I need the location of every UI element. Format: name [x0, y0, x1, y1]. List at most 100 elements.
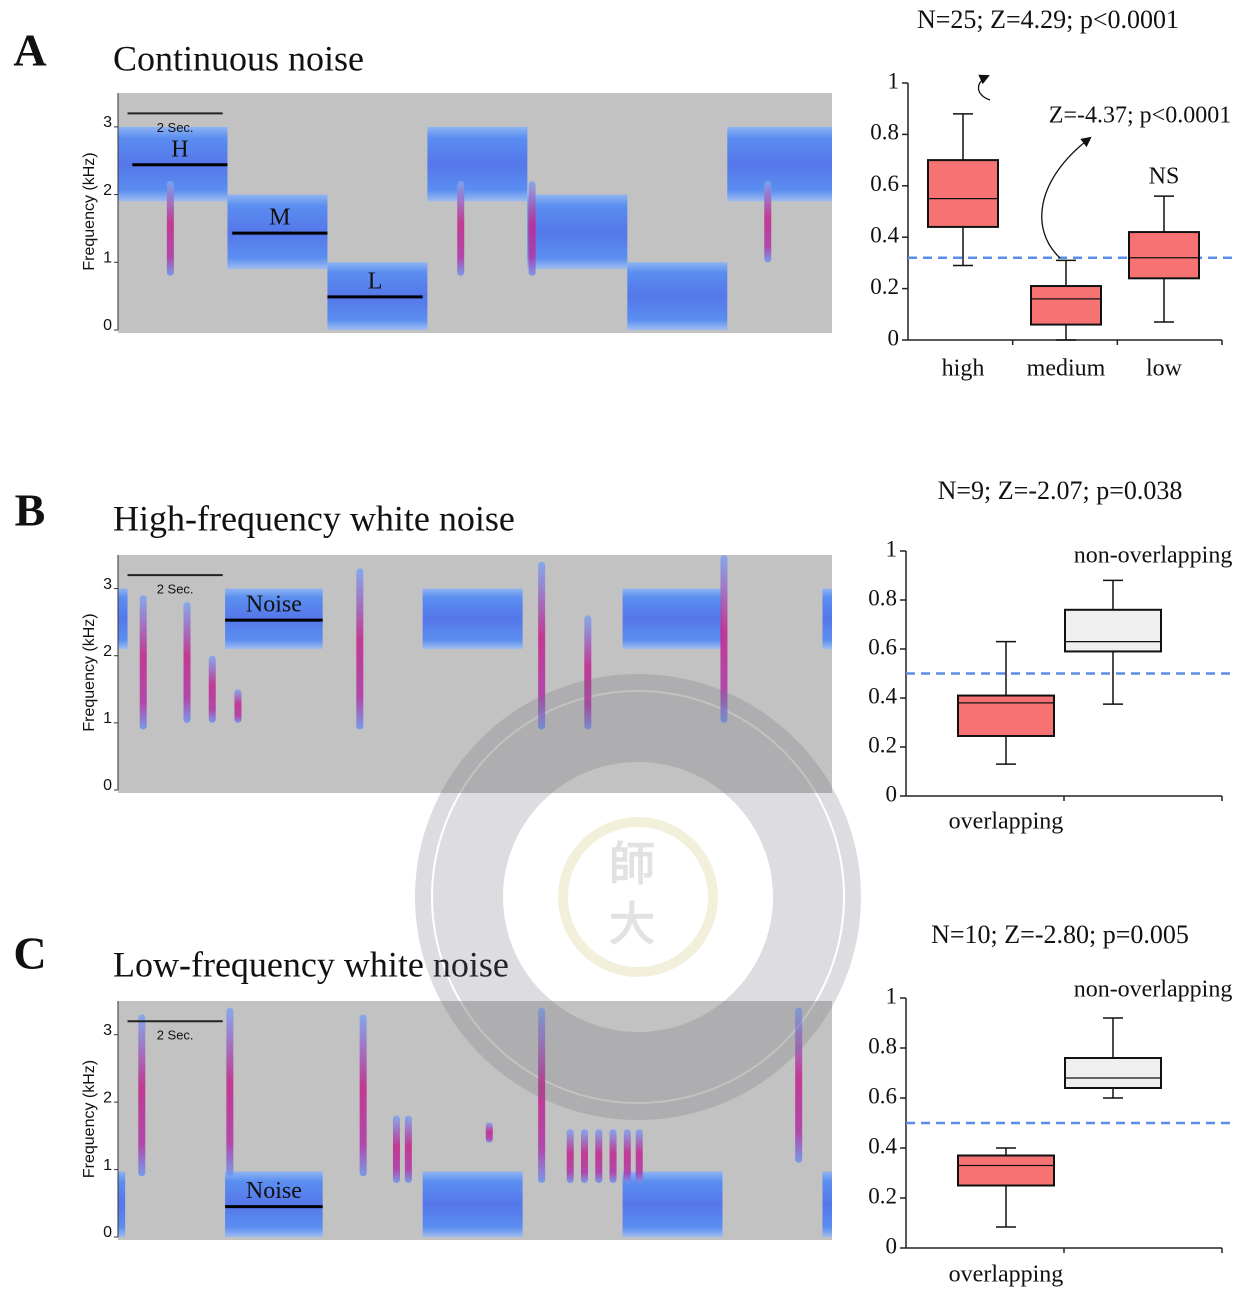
- y-tick-label: 2: [103, 182, 112, 199]
- call: [208, 655, 216, 723]
- call: [580, 1129, 588, 1184]
- call: [226, 1007, 234, 1177]
- noise-marker-label: Noise: [246, 592, 302, 618]
- call: [609, 1129, 617, 1184]
- noise-band: [422, 588, 523, 649]
- scale-bar-label: 2 Sec.: [157, 582, 194, 597]
- panel-title: Low-frequency white noise: [113, 944, 509, 984]
- y-tick-label: 0.4: [868, 1133, 897, 1158]
- box: [1064, 1057, 1162, 1089]
- y-tick-label: 2: [103, 1089, 112, 1106]
- panel-title: Continuous noise: [113, 38, 364, 78]
- call: [356, 568, 364, 730]
- call: [538, 561, 546, 730]
- noise-band: [225, 1171, 323, 1237]
- call: [538, 1007, 546, 1184]
- annotation: NS: [1149, 164, 1180, 190]
- call: [138, 1014, 146, 1177]
- watermark-ring: [558, 817, 718, 977]
- y-tick-label: 0: [886, 1233, 898, 1258]
- y-tick-label: 3: [103, 576, 112, 593]
- noise-band: [622, 588, 723, 649]
- call: [457, 181, 465, 276]
- y-tick-label: 2: [103, 643, 112, 660]
- noise-band: [118, 1171, 126, 1237]
- watermark-text: 大: [609, 898, 655, 950]
- panel-title: High-frequency white noise: [113, 498, 515, 538]
- y-tick-label: 1: [103, 250, 112, 267]
- box: [957, 1154, 1055, 1187]
- box: [1128, 231, 1200, 280]
- y-tick-label: 1: [886, 983, 898, 1008]
- box: [927, 159, 999, 228]
- box-title: N=9; Z=-2.07; p=0.038: [938, 476, 1183, 505]
- y-tick-label: 1: [103, 1157, 112, 1174]
- call: [528, 181, 536, 276]
- y-axis-label: Frequency (kHz): [81, 613, 98, 731]
- noise-band: [118, 588, 128, 649]
- y-tick-label: 0.8: [868, 585, 897, 610]
- call: [166, 181, 174, 276]
- category-label: high: [942, 356, 985, 382]
- box-title: N=10; Z=-2.80; p=0.005: [931, 920, 1189, 949]
- annotation-arrow: [1041, 136, 1092, 259]
- call: [623, 1129, 631, 1184]
- watermark: 師 大: [415, 674, 861, 1120]
- y-tick-label: 0: [886, 781, 898, 806]
- y-tick-label: 0.6: [868, 634, 897, 659]
- y-tick-label: 0.8: [870, 120, 899, 145]
- noise-band: [727, 126, 832, 202]
- call: [183, 602, 191, 723]
- box: [1064, 608, 1162, 653]
- annotation-arrow: [977, 74, 991, 101]
- y-tick-label: 0: [103, 1224, 112, 1241]
- y-tick-label: 1: [886, 536, 898, 561]
- noise-band: [427, 126, 528, 202]
- y-tick-label: 0.4: [868, 683, 897, 708]
- y-tick-label: 0.2: [868, 732, 897, 757]
- y-axis-label: Frequency (kHz): [81, 1060, 98, 1178]
- noise-band: [822, 1171, 832, 1237]
- watermark-ring: [415, 674, 861, 1120]
- category-label: overlapping: [949, 809, 1064, 835]
- y-tick-label: 0: [103, 317, 112, 334]
- watermark-text: 師: [609, 838, 655, 890]
- y-tick-label: 0.6: [868, 1083, 897, 1108]
- y-tick-label: 3: [103, 114, 112, 131]
- y-tick-label: 0.6: [870, 171, 899, 196]
- call: [595, 1129, 603, 1184]
- scale-bar-label: 2 Sec.: [157, 1028, 194, 1043]
- scale-bar-label: 2 Sec.: [157, 120, 194, 135]
- call: [764, 181, 772, 263]
- call: [584, 615, 592, 730]
- call: [404, 1115, 412, 1184]
- y-tick-label: 0: [103, 777, 112, 794]
- category-label: non-overlapping: [1074, 543, 1233, 569]
- noise-band: [422, 1171, 523, 1237]
- noise-marker-label: Noise: [246, 1178, 302, 1204]
- panel-letter: B: [15, 485, 46, 536]
- category-label: medium: [1027, 356, 1106, 382]
- y-tick-label: 3: [103, 1022, 112, 1039]
- noise-band: [822, 588, 832, 649]
- call: [139, 595, 147, 730]
- call: [720, 555, 728, 723]
- call: [635, 1129, 643, 1184]
- call: [234, 689, 242, 723]
- panel-letter: A: [13, 25, 46, 76]
- y-tick-label: 0.4: [870, 222, 899, 247]
- category-label: low: [1146, 356, 1183, 382]
- noise-marker-label: L: [368, 268, 383, 294]
- panel-letter: C: [13, 928, 46, 979]
- call: [392, 1115, 400, 1184]
- box-title: N=25; Z=4.29; p<0.0001: [917, 5, 1179, 34]
- y-tick-label: 1: [103, 710, 112, 727]
- noise-band: [527, 194, 628, 270]
- call: [485, 1122, 493, 1143]
- box: [1030, 285, 1102, 326]
- call: [359, 1014, 367, 1177]
- noise-marker-label: M: [269, 205, 290, 231]
- noise-band: [627, 262, 728, 330]
